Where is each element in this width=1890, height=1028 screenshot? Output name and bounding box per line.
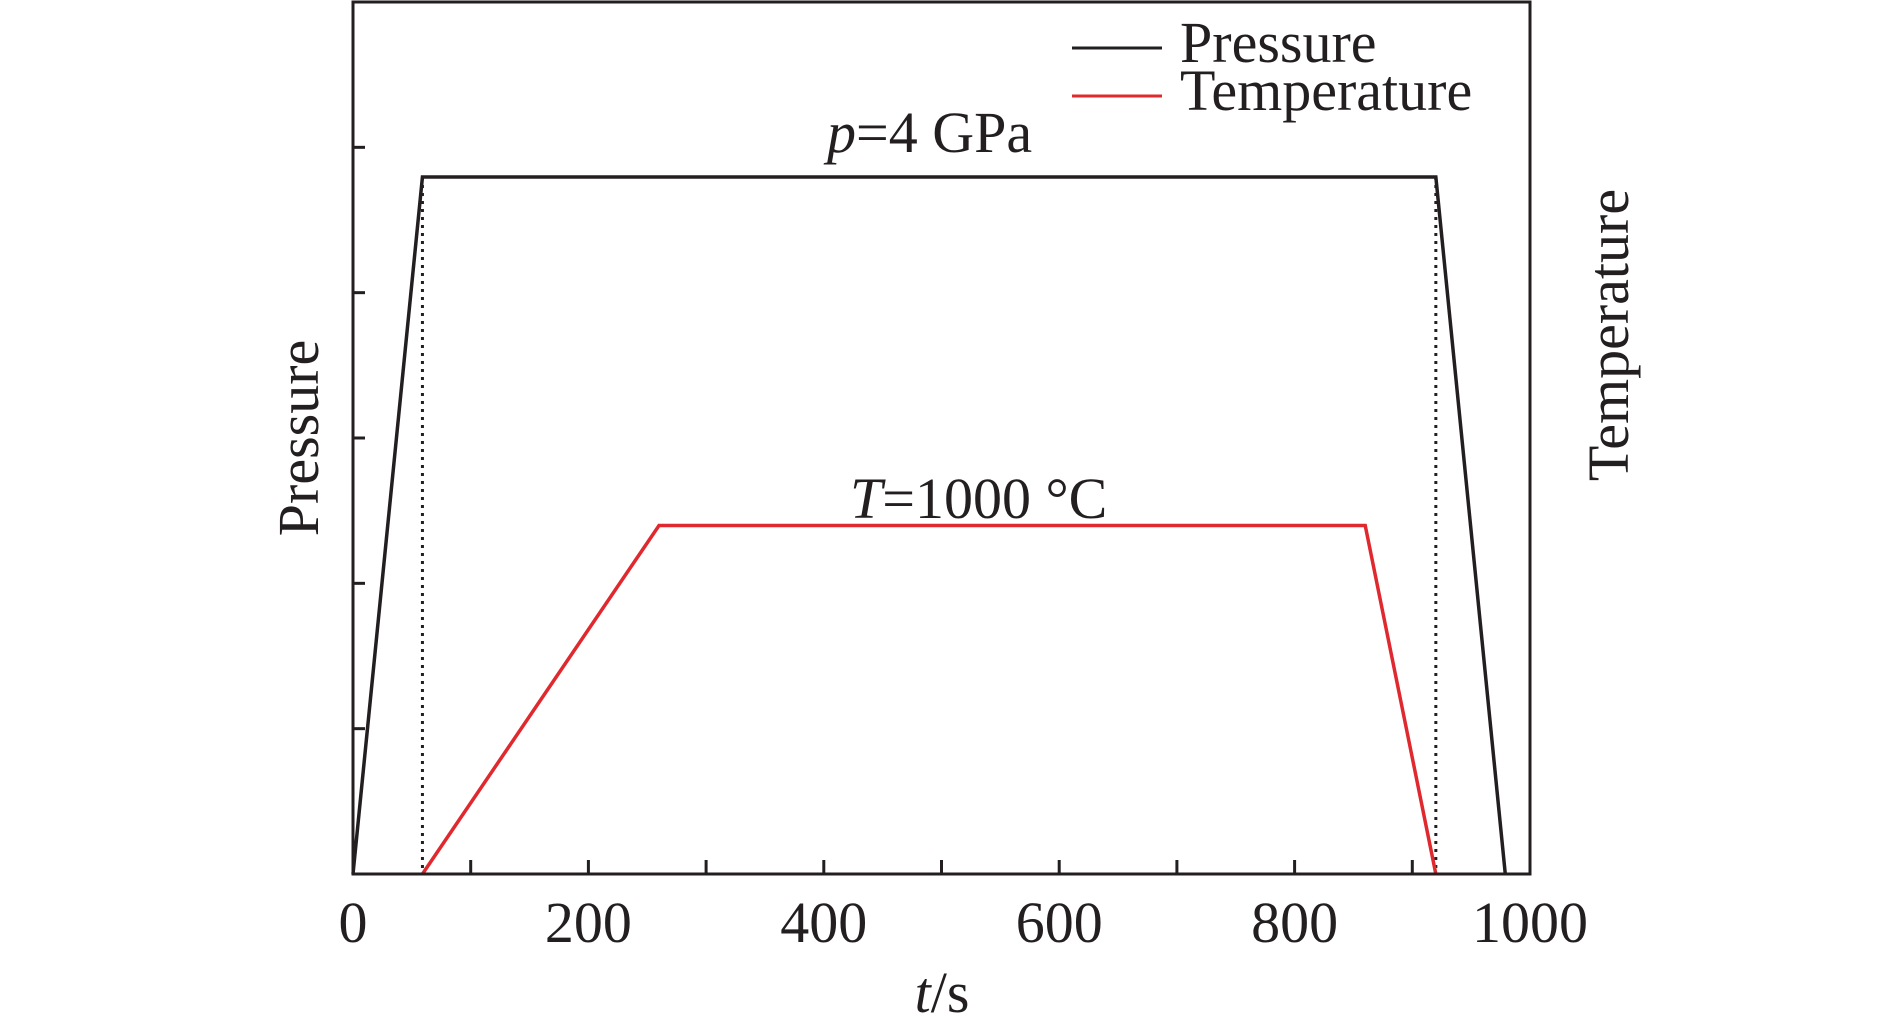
- y-axis-left-label: Pressure: [266, 340, 331, 537]
- x-axis-label: t/s: [915, 960, 970, 1025]
- x-axis-variable: t: [915, 960, 933, 1025]
- temperature-annotation-value: =1000 °C: [882, 466, 1107, 531]
- pressure-annotation: p=4 GPa: [823, 100, 1032, 165]
- series-line-pressure: [351, 175, 1508, 875]
- legend-label-temperature: Temperature: [1180, 58, 1472, 123]
- y-axis-right-label: Temperature: [1576, 189, 1641, 481]
- axis-ticks: [351, 0, 1532, 874]
- temperature-annotation-var: T: [850, 466, 886, 531]
- legend-label-pressure: Pressure: [1180, 10, 1377, 75]
- legend: Pressure Temperature: [1072, 10, 1472, 123]
- x-tick-label-400: 400: [780, 890, 867, 955]
- x-tick-label-0: 0: [339, 890, 368, 955]
- pressure-annotation-value: =4 GPa: [856, 100, 1032, 165]
- plot-marks: [351, 175, 1508, 875]
- x-tick-label-800: 800: [1251, 890, 1338, 955]
- pressure-annotation-var: p: [823, 100, 856, 165]
- x-tick-labels: 0 200 400 600 800 1000: [339, 890, 1589, 955]
- x-tick-label-600: 600: [1016, 890, 1103, 955]
- series-line-temperature: [420, 523, 1438, 875]
- x-axis-unit: /s: [931, 960, 970, 1025]
- x-tick-label-200: 200: [545, 890, 632, 955]
- temperature-annotation: T=1000 °C: [850, 466, 1107, 531]
- x-tick-label-1000: 1000: [1472, 890, 1588, 955]
